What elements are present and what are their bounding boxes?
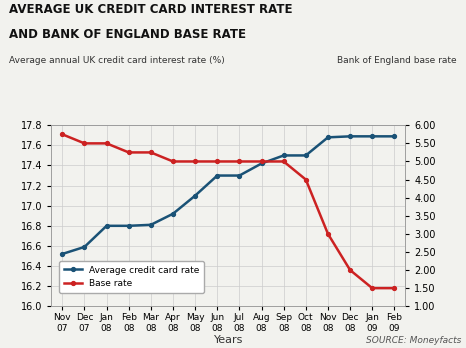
X-axis label: Years: Years xyxy=(213,335,243,345)
Text: AVERAGE UK CREDIT CARD INTEREST RATE: AVERAGE UK CREDIT CARD INTEREST RATE xyxy=(9,3,293,16)
Text: SOURCE: Moneyfacts: SOURCE: Moneyfacts xyxy=(366,335,461,345)
Text: Bank of England base rate: Bank of England base rate xyxy=(337,56,457,65)
Legend: Average credit card rate, Base rate: Average credit card rate, Base rate xyxy=(59,261,204,293)
Text: AND BANK OF ENGLAND BASE RATE: AND BANK OF ENGLAND BASE RATE xyxy=(9,28,247,41)
Text: Average annual UK credit card interest rate (%): Average annual UK credit card interest r… xyxy=(9,56,225,65)
